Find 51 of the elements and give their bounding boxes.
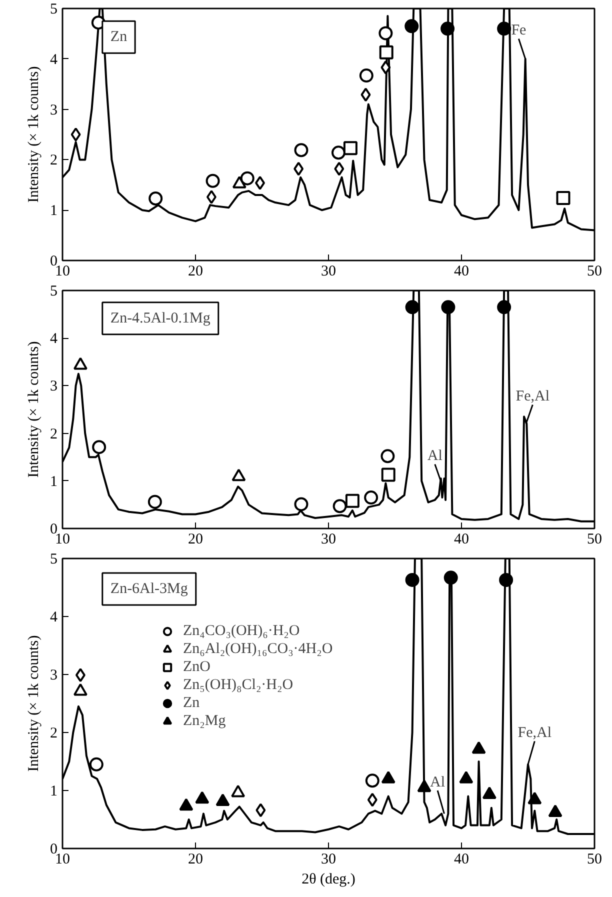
x-tick-label: 30 <box>321 264 336 280</box>
y-tick-label: 3 <box>50 668 58 684</box>
y-tick-label: 5 <box>50 552 58 568</box>
legend-label: Zn <box>183 694 201 712</box>
y-tick-label: 2 <box>50 726 58 742</box>
x-tick-label: 40 <box>454 532 469 548</box>
legend-label: Zn₂Mg <box>183 712 226 730</box>
legend-label: Zn₄CO₃(OH)₆·H₂O <box>183 622 300 640</box>
y-tick-label: 1 <box>50 203 58 220</box>
x-tick-label: 40 <box>454 852 469 868</box>
x-axis-title: 2θ (deg.) <box>302 872 356 888</box>
y-axis-title: Intensity (× 1k counts) <box>26 341 42 478</box>
y-tick-label: 4 <box>50 52 58 68</box>
y-tick-label: 3 <box>50 102 58 118</box>
y-tick-label: 5 <box>50 2 58 18</box>
y-tick-label: 3 <box>50 378 58 395</box>
x-tick-label: 30 <box>321 532 336 548</box>
text: Zn-4.5Al-0.1Mg <box>110 310 211 326</box>
y-tick-label: 1 <box>50 474 58 490</box>
annotation: Al <box>427 448 442 464</box>
text: Zn-6Al-3Mg <box>110 581 188 597</box>
x-tick-label: 10 <box>55 264 70 280</box>
x-tick-label: 10 <box>55 532 70 548</box>
y-axis-title: Intensity (× 1k counts) <box>26 66 42 203</box>
y-tick-label: 0 <box>50 842 58 858</box>
legend-label: ZnO <box>183 658 210 676</box>
y-axis-title: Intensity (× 1k counts) <box>26 635 42 772</box>
y-tick-label: 4 <box>50 331 58 348</box>
annotation: Fe,Al <box>518 725 552 742</box>
x-tick-label: 20 <box>188 532 203 548</box>
annotation: Al <box>430 774 446 790</box>
annotation: Fe,Al <box>516 388 550 405</box>
legend-label: Zn₆Al₂(OH)₁₆CO₃·4H₂O <box>183 640 333 658</box>
x-tick-label: 10 <box>55 852 70 868</box>
x-tick-label: 50 <box>587 532 602 548</box>
y-tick-label: 0 <box>50 254 58 270</box>
annotation: Fe <box>511 22 527 39</box>
x-tick-label: 40 <box>454 264 469 280</box>
y-tick-label: 1 <box>50 784 58 800</box>
y-tick-label: 2 <box>50 426 58 442</box>
legend-label: Zn₅(OH)₈Cl₂·H₂O <box>183 676 294 694</box>
y-tick-label: 2 <box>50 152 58 169</box>
y-tick-label: 5 <box>50 284 58 300</box>
x-tick-label: 20 <box>188 852 203 868</box>
text: Zn <box>110 29 128 46</box>
x-tick-label: 50 <box>587 852 602 868</box>
x-tick-label: 20 <box>188 264 203 280</box>
x-tick-label: 50 <box>587 264 602 280</box>
y-tick-label: 0 <box>50 522 58 538</box>
x-tick-label: 30 <box>321 852 336 868</box>
y-tick-label: 4 <box>50 610 58 626</box>
